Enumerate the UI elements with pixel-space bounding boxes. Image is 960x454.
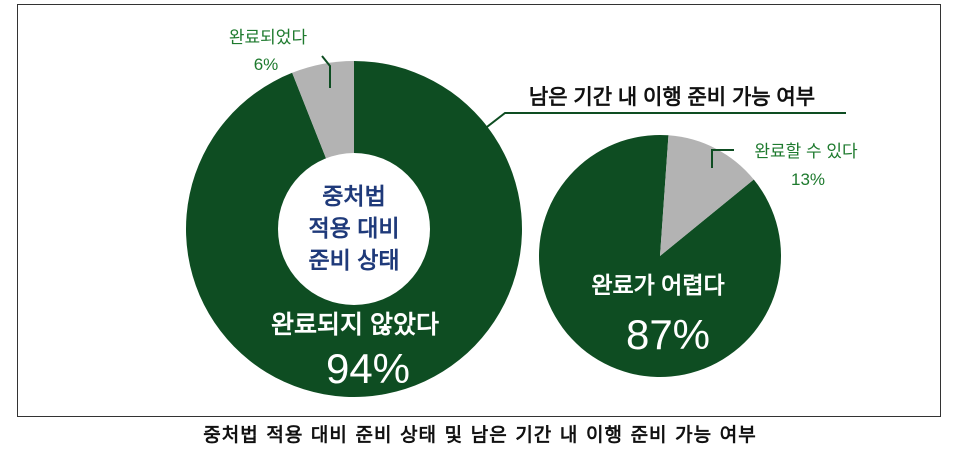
donut-value-completed: 6% <box>254 55 279 74</box>
donut-title-line-1: 중처법 <box>322 183 385 209</box>
donut-hole <box>278 153 430 305</box>
donut-title-line-3: 준비 상태 <box>308 247 399 273</box>
pie-value-can-complete: 13% <box>791 170 825 189</box>
pie-leader-line <box>711 149 734 168</box>
donut-leader-line <box>321 55 331 88</box>
pie-title-group: 남은 기간 내 이행 준비 가능 여부 <box>482 86 846 131</box>
donut-value-not-completed: 94% <box>326 345 410 392</box>
donut-title-line-2: 적용 대비 <box>308 215 399 241</box>
donut-label-not-completed: 완료되지 않았다 <box>271 311 439 339</box>
pie-value-difficult: 87% <box>626 311 710 358</box>
pie-title: 남은 기간 내 이행 준비 가능 여부 <box>529 86 815 109</box>
pie-chart: 완료가 어렵다 87% 완료할 수 있다 13% <box>539 135 858 377</box>
pie-title-rule <box>482 112 846 131</box>
figure-frame <box>17 4 941 417</box>
donut-label-completed: 완료되었다 <box>229 28 308 47</box>
pie-slice-difficult <box>539 135 781 377</box>
figure-caption: 중처법 적용 대비 준비 상태 및 남은 기간 내 이행 준비 가능 여부 <box>203 424 757 446</box>
pie-label-difficult: 완료가 어렵다 <box>591 272 724 298</box>
pie-label-can-complete: 완료할 수 있다 <box>754 142 858 161</box>
pie-slice-can-complete <box>660 135 754 256</box>
donut-chart: 중처법 적용 대비 준비 상태 완료되지 않았다 94% 완료되었다 6% <box>186 28 522 397</box>
